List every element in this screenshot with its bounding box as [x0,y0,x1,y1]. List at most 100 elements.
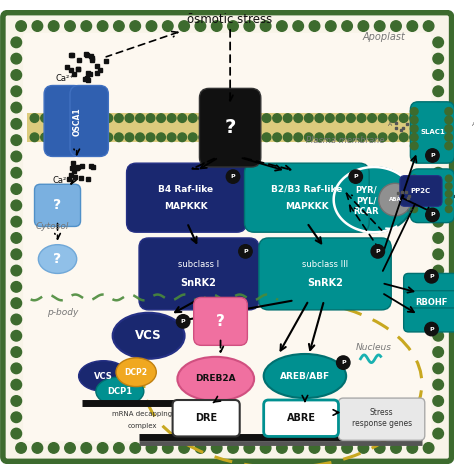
Circle shape [260,443,271,453]
FancyBboxPatch shape [35,184,81,227]
Circle shape [179,21,190,31]
Circle shape [62,114,71,122]
Circle shape [262,114,271,122]
Circle shape [157,114,165,122]
FancyBboxPatch shape [400,176,442,206]
Circle shape [391,443,401,453]
Text: VCS: VCS [135,329,162,342]
Ellipse shape [38,245,77,273]
Circle shape [16,443,27,453]
Ellipse shape [79,361,128,392]
Circle shape [410,116,418,124]
Circle shape [97,443,108,453]
Circle shape [433,298,444,309]
Circle shape [73,133,81,142]
Text: subclass III: subclass III [302,260,348,269]
Text: A⁻: A⁻ [387,122,395,128]
Circle shape [199,133,208,142]
FancyBboxPatch shape [70,85,109,156]
Circle shape [433,37,444,47]
Circle shape [11,167,22,178]
Text: RBOHF: RBOHF [415,298,447,307]
Circle shape [179,443,190,453]
Circle shape [358,443,369,453]
Text: Nucleus: Nucleus [356,343,392,352]
Circle shape [104,133,113,142]
Text: PP2C: PP2C [411,188,431,194]
Circle shape [277,443,287,453]
Circle shape [433,184,444,194]
Text: Apoplast: Apoplast [362,32,405,42]
Circle shape [220,133,228,142]
Circle shape [410,133,419,142]
Circle shape [83,114,91,122]
Circle shape [446,175,452,182]
FancyBboxPatch shape [44,85,82,156]
Text: P: P [181,319,185,324]
Text: DREB2A: DREB2A [195,374,236,383]
Circle shape [378,114,387,122]
Circle shape [252,114,260,122]
Text: SLAC1: SLAC1 [420,129,445,136]
Circle shape [277,21,287,31]
Circle shape [11,102,22,113]
Text: ABRE: ABRE [287,413,316,423]
Circle shape [211,21,222,31]
Circle shape [433,412,444,422]
Circle shape [433,363,444,374]
Text: complex: complex [127,423,157,429]
Circle shape [41,133,49,142]
Circle shape [11,86,22,97]
Text: p-body: p-body [46,308,78,317]
Circle shape [433,396,444,406]
Circle shape [65,443,75,453]
Circle shape [210,114,218,122]
Circle shape [157,133,165,142]
Circle shape [73,114,81,122]
Text: response genes: response genes [352,419,412,428]
Circle shape [260,21,271,31]
Circle shape [304,114,313,122]
Circle shape [48,443,59,453]
Circle shape [426,208,439,222]
Circle shape [433,151,444,162]
Circle shape [378,133,387,142]
Text: A⁻: A⁻ [472,122,474,128]
Circle shape [188,114,197,122]
Circle shape [83,133,91,142]
Circle shape [81,443,91,453]
Circle shape [433,118,444,129]
FancyBboxPatch shape [410,169,455,223]
Circle shape [374,443,385,453]
Circle shape [125,133,134,142]
Circle shape [410,134,418,141]
Circle shape [11,118,22,129]
Circle shape [30,133,39,142]
Circle shape [358,21,369,31]
Circle shape [239,245,252,258]
Circle shape [433,347,444,357]
Circle shape [374,21,385,31]
Circle shape [283,114,292,122]
FancyBboxPatch shape [404,291,459,315]
Circle shape [309,21,320,31]
Circle shape [445,116,453,124]
Circle shape [16,21,27,31]
Circle shape [199,114,208,122]
Text: ?: ? [54,252,62,266]
Circle shape [220,114,228,122]
FancyBboxPatch shape [200,88,261,167]
Circle shape [379,183,411,216]
Text: DCP1: DCP1 [107,387,132,396]
Circle shape [357,133,366,142]
Circle shape [309,443,320,453]
Circle shape [410,108,418,115]
Circle shape [241,133,250,142]
Circle shape [294,114,302,122]
Circle shape [136,114,144,122]
Circle shape [62,133,71,142]
Circle shape [41,114,49,122]
FancyBboxPatch shape [139,238,259,310]
Text: PYR/: PYR/ [356,185,377,194]
Text: ABA: ABA [389,197,401,202]
